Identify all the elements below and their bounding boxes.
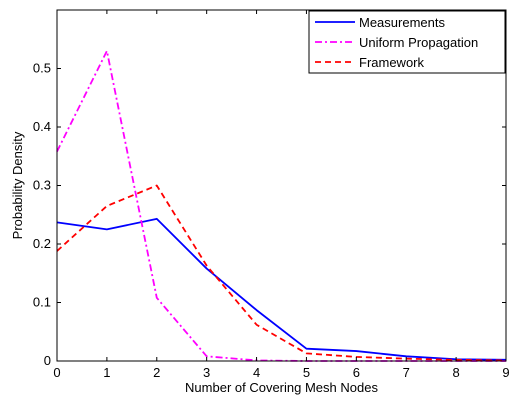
x-tick-label: 2	[153, 365, 160, 380]
y-tick-label: 0.3	[33, 178, 51, 193]
x-tick-label: 6	[353, 365, 360, 380]
series-line-0	[56, 217, 507, 361]
legend-label-2: Framework	[359, 55, 425, 70]
series-line-1	[56, 50, 506, 362]
y-tick-label: 0.1	[33, 295, 51, 310]
x-tick-label: 9	[502, 365, 509, 380]
x-tick-label: 5	[303, 365, 310, 380]
y-tick-label: 0.4	[33, 119, 51, 134]
series-layer	[56, 50, 507, 362]
x-tick-label: 8	[452, 365, 459, 380]
y-tick-label: 0.2	[33, 236, 51, 251]
y-tick-label: 0	[44, 353, 51, 368]
legend-label-0: Measurements	[359, 15, 445, 30]
x-tick-label: 7	[403, 365, 410, 380]
legend: Measurements Uniform Propagation Framework	[308, 10, 506, 74]
y-tick-label: 0.5	[33, 61, 51, 76]
x-axis-label: Number of Covering Mesh Nodes	[185, 380, 378, 395]
y-axis-label: Probability Density	[10, 131, 25, 239]
x-tick-label: 0	[53, 365, 60, 380]
series-line-2	[56, 184, 507, 362]
x-tick-label: 3	[203, 365, 210, 380]
x-tick-label: 4	[253, 365, 260, 380]
x-tick-label: 1	[103, 365, 110, 380]
legend-label-1: Uniform Propagation	[359, 35, 478, 50]
